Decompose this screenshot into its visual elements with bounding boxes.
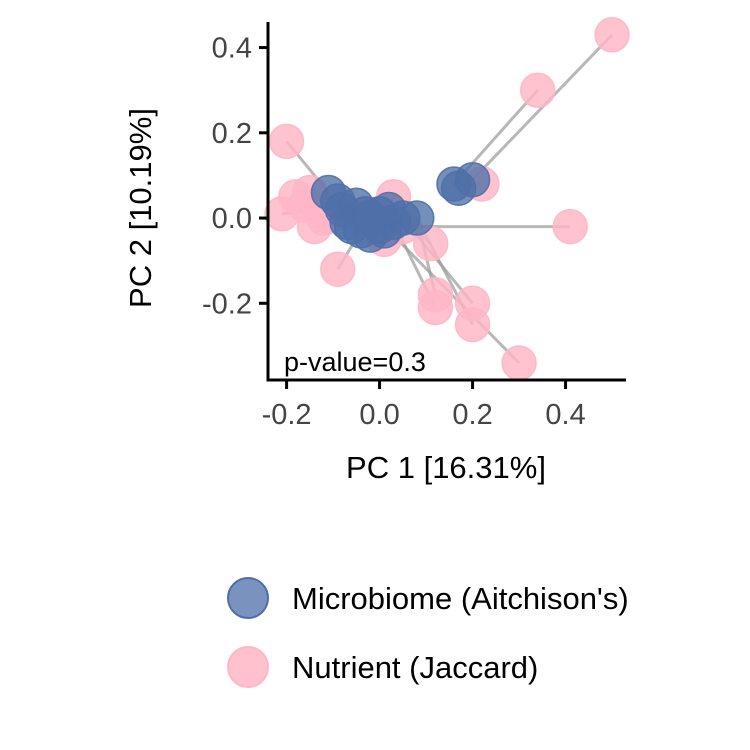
microbiome-points (310, 161, 491, 253)
y-tick-label-3: 0.4 (212, 33, 252, 65)
y-tick-label-1: 0.0 (212, 203, 252, 235)
x-tick-label-2: 0.2 (452, 399, 492, 431)
legend-label-nutrient: Nutrient (Jaccard) (292, 650, 538, 685)
x-tick-label-0: -0.2 (262, 399, 312, 431)
microbiome-point-16 (319, 183, 356, 219)
y-axis-title: PC 2 [10.19%] (123, 108, 158, 308)
p-value-annotation: p-value=0.3 (284, 347, 426, 377)
microbiome-point-19 (352, 200, 389, 236)
nutrient-point-19 (552, 208, 588, 245)
microbiome-point-18 (440, 170, 477, 206)
nutrient-point-14 (417, 289, 454, 326)
link-line-17 (387, 229, 521, 365)
x-tick-label-1: 0.0 (359, 399, 399, 431)
nutrient-point-16 (454, 306, 491, 343)
y-tick-label-0: -0.2 (202, 288, 252, 320)
nutrient-point-8 (319, 251, 356, 287)
y-tick-label-2: 0.2 (212, 118, 252, 150)
microbiome-point-11 (399, 200, 435, 236)
legend-key-microbiome (227, 577, 269, 619)
legend: Microbiome (Aitchison's) Nutrient (Jacca… (227, 577, 629, 688)
x-axis-title: PC 1 [16.31%] (346, 450, 546, 485)
nutrient-point-20 (519, 72, 556, 108)
x-tick-label-3: 0.4 (545, 399, 585, 431)
legend-label-microbiome: Microbiome (Aitchison's) (292, 581, 629, 616)
axes: -0.2 0.0 0.2 0.4 -0.2 0.0 0.2 0.4 (202, 22, 626, 431)
legend-key-nutrient (227, 646, 269, 688)
nutrient-point-21 (594, 17, 630, 53)
nutrient-point-0 (268, 123, 305, 160)
nutrient-point-17 (501, 345, 537, 381)
